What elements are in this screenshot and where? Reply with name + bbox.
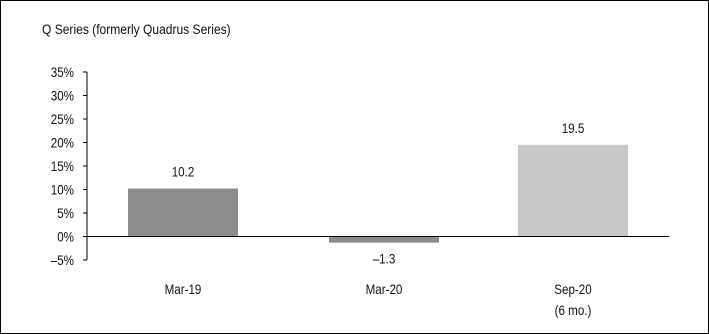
y-tick-label: 5% bbox=[57, 206, 74, 221]
data-label: 10.2 bbox=[172, 165, 195, 180]
data-label: –1.3 bbox=[373, 252, 396, 267]
data-label: 19.5 bbox=[562, 121, 585, 136]
y-tick-label: 30% bbox=[51, 89, 74, 104]
y-tick-label: 10% bbox=[51, 183, 74, 198]
y-tick-label: –5% bbox=[51, 253, 74, 268]
category-label: Sep-20 bbox=[554, 282, 591, 297]
bar bbox=[128, 188, 238, 237]
category-label: Mar-20 bbox=[366, 282, 403, 297]
category-label: Mar-19 bbox=[165, 282, 202, 297]
category-sublabel: (6 mo.) bbox=[555, 303, 592, 318]
y-tick-label: 25% bbox=[51, 112, 74, 127]
chart-title: Q Series (formerly Quadrus Series) bbox=[42, 21, 231, 37]
bar bbox=[329, 236, 439, 243]
y-tick-label: 15% bbox=[51, 159, 74, 174]
y-tick-label: 20% bbox=[51, 136, 74, 151]
y-tick-label: 35% bbox=[51, 65, 74, 80]
bar bbox=[518, 144, 628, 237]
y-tick-label: 0% bbox=[57, 230, 74, 245]
